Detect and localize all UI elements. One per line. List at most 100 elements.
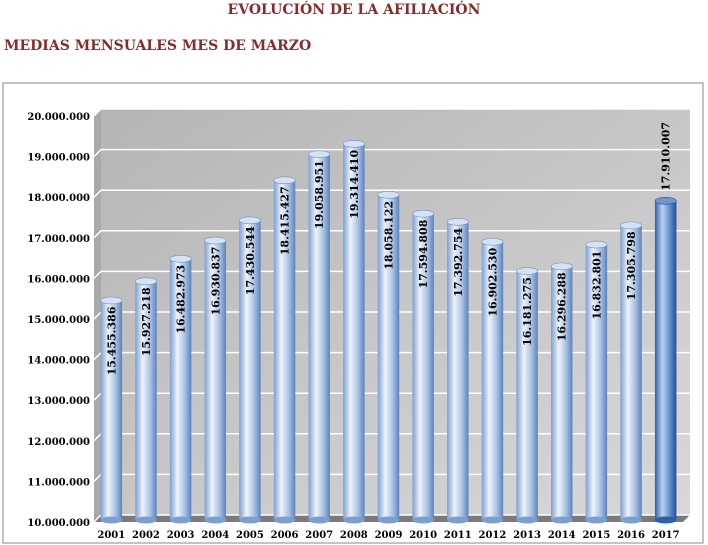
y-tick-label: 15.000.000 bbox=[27, 315, 90, 326]
bar-base bbox=[481, 516, 504, 524]
bar-value-label: 17.305.798 bbox=[625, 231, 638, 300]
bar-value-label: 16.930.837 bbox=[209, 247, 222, 316]
y-tick-label: 12.000.000 bbox=[27, 437, 90, 448]
bar-base bbox=[654, 516, 677, 524]
bar-2009: 18.058.122 bbox=[377, 191, 400, 524]
x-tick-label: 2005 bbox=[236, 530, 264, 541]
bar-base bbox=[204, 516, 227, 524]
bar-top bbox=[100, 296, 123, 305]
gridline bbox=[93, 230, 690, 239]
x-tick-label: 2003 bbox=[167, 530, 195, 541]
gridline bbox=[93, 108, 690, 117]
bar-base bbox=[585, 516, 608, 524]
bar-body bbox=[516, 271, 538, 520]
bar-body bbox=[447, 221, 469, 520]
bar-base bbox=[343, 516, 365, 524]
bar-body bbox=[100, 300, 123, 520]
bar-top bbox=[238, 216, 261, 225]
bar-2012: 16.902.530 bbox=[481, 237, 504, 524]
bar-body bbox=[273, 180, 296, 520]
bar-body bbox=[412, 213, 434, 520]
bar-body bbox=[135, 281, 157, 520]
x-tick-label: 2010 bbox=[409, 530, 437, 541]
x-tick-label: 2008 bbox=[340, 530, 368, 541]
x-tick-label: 2006 bbox=[271, 530, 299, 541]
x-tick-label: 2009 bbox=[375, 530, 403, 541]
bar-value-label: 19.058.951 bbox=[313, 160, 326, 229]
bar-top bbox=[169, 254, 192, 263]
bar-2013: 16.181.275 bbox=[516, 267, 539, 524]
x-tick-label: 2013 bbox=[513, 530, 541, 541]
y-tick-label: 19.000.000 bbox=[27, 153, 90, 164]
bar-top bbox=[585, 240, 608, 249]
bar-value-label: 18.415.427 bbox=[279, 186, 292, 255]
bar-2008: 19.314.410 bbox=[342, 140, 365, 524]
bar-base bbox=[169, 516, 192, 524]
bar-top bbox=[273, 176, 296, 185]
bar-2001: 15.455.386 bbox=[100, 296, 123, 524]
bar-2002: 15.927.218 bbox=[134, 277, 158, 524]
y-tick-label: 20.000.000 bbox=[27, 112, 90, 123]
bar-2014: 16.296.288 bbox=[550, 262, 573, 524]
bar-value-label: 16.902.530 bbox=[486, 247, 499, 316]
x-tick-label: 2012 bbox=[479, 530, 507, 541]
x-tick-label: 2017 bbox=[652, 530, 680, 541]
bar-2017: 17.910.007 bbox=[654, 122, 677, 524]
bar-base bbox=[100, 516, 123, 524]
y-tick-label: 11.000.000 bbox=[27, 477, 90, 488]
bar-value-label: 17.392.754 bbox=[452, 228, 465, 297]
gridline bbox=[93, 148, 690, 158]
bar-value-label: 15.927.218 bbox=[140, 287, 153, 356]
bar-base bbox=[273, 516, 296, 524]
bar-top bbox=[377, 191, 400, 199]
bar-top bbox=[134, 277, 158, 286]
bar-body bbox=[169, 258, 192, 520]
x-tick-label: 2014 bbox=[548, 530, 576, 541]
bar-body bbox=[481, 241, 504, 521]
bar-value-label: 19.314.410 bbox=[348, 149, 361, 218]
y-tick-label: 18.000.000 bbox=[27, 193, 90, 204]
bar-value-label: 16.482.973 bbox=[175, 265, 188, 334]
x-tick-label: 2007 bbox=[305, 530, 333, 541]
y-tick-label: 13.000.000 bbox=[27, 396, 90, 407]
bar-value-label: 16.296.288 bbox=[556, 272, 569, 341]
bar-top bbox=[619, 221, 643, 230]
bar-body bbox=[239, 220, 261, 520]
bar-value-label: 18.058.122 bbox=[383, 201, 396, 270]
bar-body bbox=[308, 154, 330, 520]
x-tick-label: 2004 bbox=[201, 530, 229, 541]
bar-body bbox=[654, 200, 677, 521]
x-tick-label: 2011 bbox=[444, 530, 472, 541]
x-tick-label: 2016 bbox=[617, 530, 645, 541]
x-tick-label: 2001 bbox=[97, 530, 125, 541]
bar-2015: 16.832.801 bbox=[585, 240, 608, 524]
bar-body bbox=[550, 266, 573, 520]
bar-base bbox=[447, 516, 469, 524]
bar-2007: 19.058.951 bbox=[308, 150, 331, 524]
bar-value-label: 15.455.386 bbox=[105, 306, 118, 375]
bar-body bbox=[377, 194, 400, 520]
bar-top bbox=[481, 237, 504, 246]
bar-value-label: 16.832.801 bbox=[590, 251, 603, 320]
bar-2003: 16.482.973 bbox=[169, 254, 192, 524]
y-tick-label: 16.000.000 bbox=[27, 274, 90, 285]
bar-top bbox=[308, 150, 331, 159]
bar-body bbox=[585, 244, 608, 521]
bar-2005: 17.430.544 bbox=[238, 216, 261, 524]
bar-top bbox=[446, 218, 469, 226]
bar-base bbox=[308, 516, 330, 524]
bar-base bbox=[620, 516, 642, 524]
bar-value-label: 17.430.544 bbox=[244, 226, 257, 295]
bar-body bbox=[343, 143, 365, 520]
bar-base bbox=[377, 516, 400, 524]
bar-2016: 17.305.798 bbox=[619, 221, 643, 524]
y-tick-label: 10.000.000 bbox=[27, 518, 90, 529]
bar-2006: 18.415.427 bbox=[273, 176, 296, 524]
bar-value-label: 16.181.275 bbox=[521, 277, 534, 346]
bar-top bbox=[654, 197, 677, 205]
bar-2011: 17.392.754 bbox=[446, 218, 469, 524]
bar-body bbox=[204, 240, 227, 520]
bar-base bbox=[550, 516, 573, 524]
bar-2004: 16.930.837 bbox=[204, 236, 227, 524]
